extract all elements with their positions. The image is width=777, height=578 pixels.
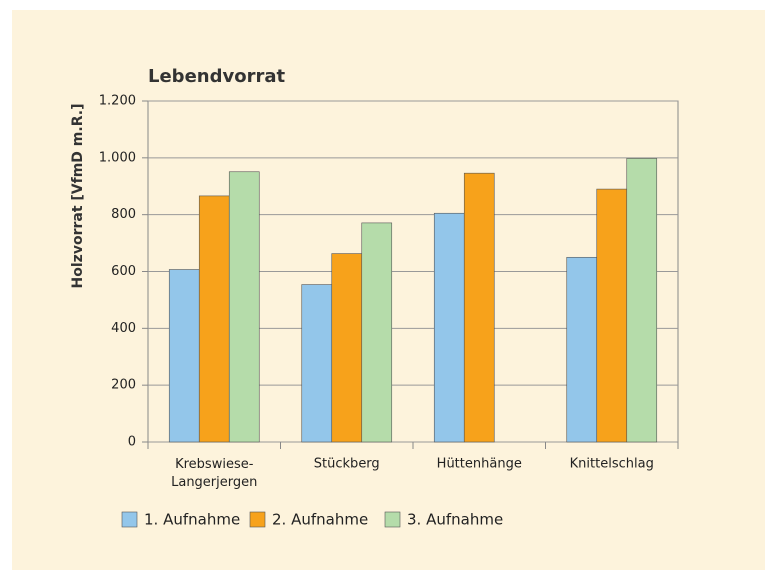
bar — [463, 172, 495, 443]
bar — [301, 284, 333, 443]
bar — [626, 158, 658, 443]
legend-label: 3. Aufnahme — [407, 511, 503, 529]
bar — [198, 195, 230, 443]
y-tick-label: 0 — [128, 435, 136, 450]
bar — [433, 212, 465, 443]
legend-label: 2. Aufnahme — [272, 511, 368, 529]
y-axis-label: Holzvorrat [VfmD m.R.] — [70, 104, 86, 289]
chart-title: Lebendvorrat — [148, 66, 285, 87]
legend-swatch — [384, 511, 401, 528]
x-tick-label: Krebswiese- Langerjergen — [171, 457, 257, 490]
x-tick-label: Knittelschlag — [570, 457, 654, 472]
bar — [331, 253, 363, 443]
x-tick-label: Stückberg — [314, 457, 380, 472]
bar — [566, 256, 598, 443]
bar — [168, 269, 200, 443]
x-tick-label: Hüttenhänge — [437, 457, 522, 472]
legend-label: 1. Aufnahme — [144, 511, 240, 529]
bar — [596, 188, 628, 443]
bar — [228, 171, 260, 443]
bar — [361, 222, 393, 443]
y-tick-label: 400 — [111, 321, 136, 336]
y-tick-label: 600 — [111, 264, 136, 279]
y-tick-label: 800 — [111, 207, 136, 222]
x-tick-label-line: Krebswiese- — [175, 457, 254, 472]
legend-swatch — [249, 511, 266, 528]
x-tick-label-line: Langerjergen — [171, 475, 257, 490]
y-tick-label: 1.000 — [99, 150, 136, 165]
legend-swatch — [121, 511, 138, 528]
y-tick-label: 200 — [111, 378, 136, 393]
y-tick-label: 1.200 — [99, 94, 136, 109]
